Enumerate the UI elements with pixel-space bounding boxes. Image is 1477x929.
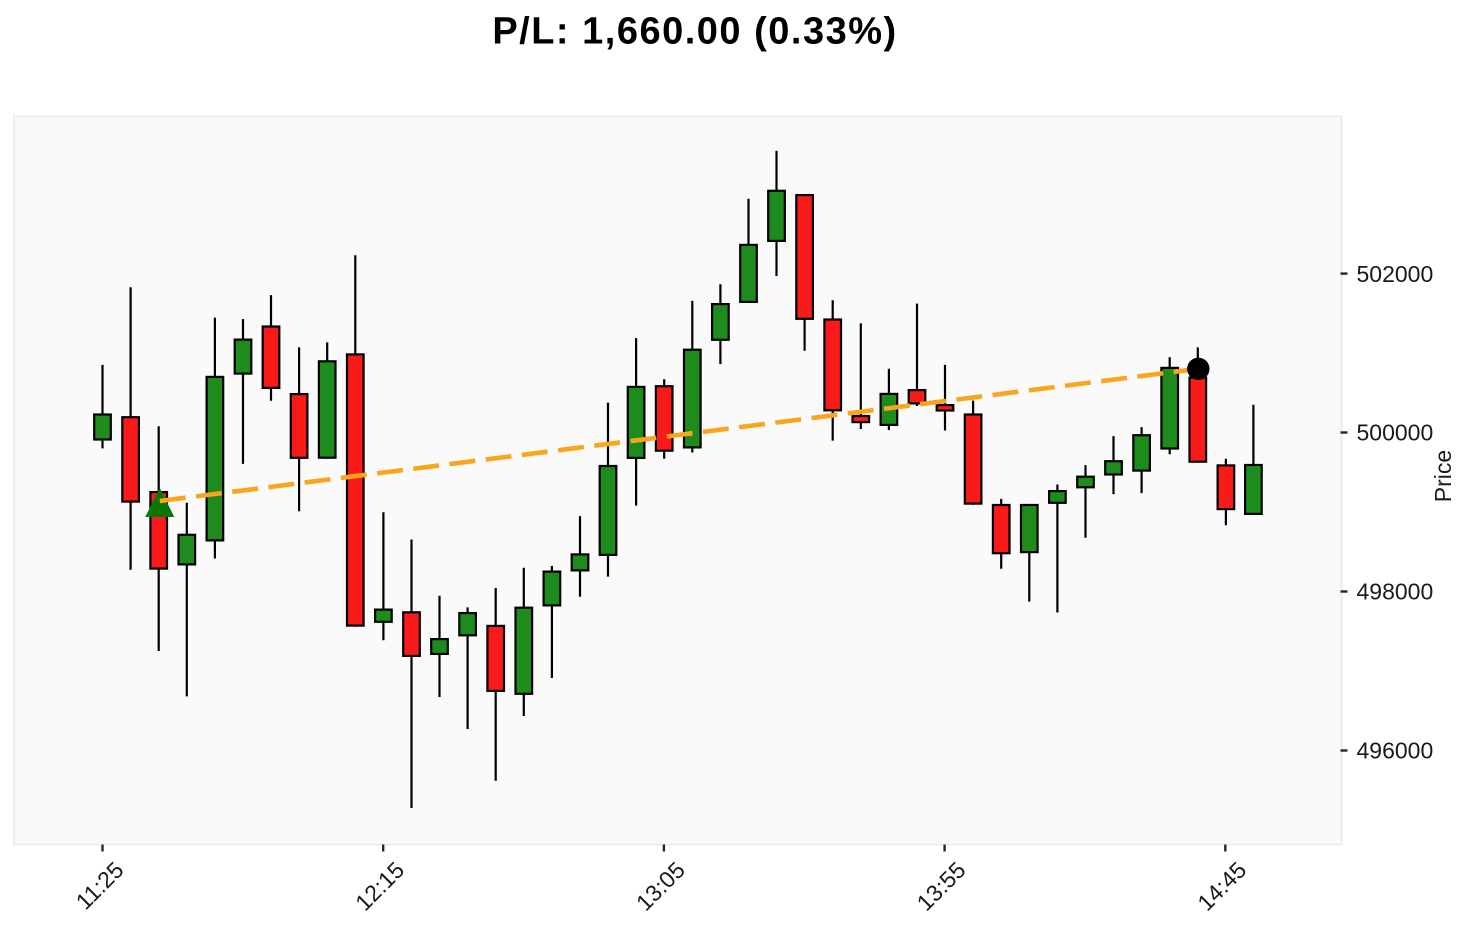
svg-text:496000: 496000 [1357,738,1434,764]
svg-text:498000: 498000 [1357,579,1434,605]
svg-text:11:25: 11:25 [71,857,129,915]
svg-text:500000: 500000 [1357,420,1434,446]
svg-text:Price: Price [1430,450,1456,502]
svg-text:P/L: 1,660.00 (0.33%): P/L: 1,660.00 (0.33%) [492,11,897,53]
svg-text:502000: 502000 [1357,261,1434,287]
svg-text:14:45: 14:45 [1192,857,1251,916]
svg-text:12:15: 12:15 [350,857,409,916]
svg-text:13:05: 13:05 [631,857,690,916]
svg-text:13:55: 13:55 [912,857,971,916]
